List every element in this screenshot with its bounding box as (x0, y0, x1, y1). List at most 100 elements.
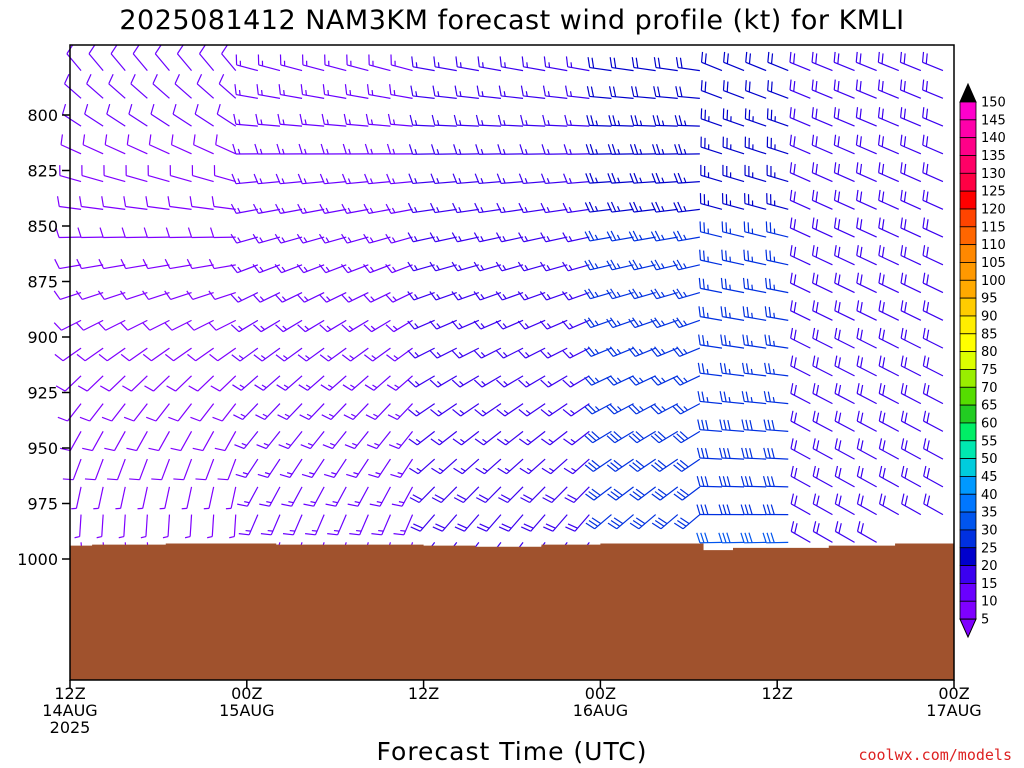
wind-barb (238, 514, 259, 536)
wind-barb (628, 288, 656, 300)
wind-barb (789, 51, 811, 72)
wind-barb (520, 486, 546, 504)
wind-barb (429, 232, 457, 243)
wind-barb (834, 521, 855, 543)
wind-barb (341, 203, 369, 214)
wind-barb (106, 103, 126, 127)
wind-barb (195, 458, 215, 481)
wind-barb (341, 319, 369, 333)
x-tick-label: 00Z (585, 684, 616, 703)
colorbar-label: 100 (981, 274, 1006, 289)
wind-barb (922, 300, 944, 321)
colorbar-label: 65 (981, 399, 998, 414)
wind-barb (411, 56, 435, 72)
wind-barb (475, 486, 502, 504)
colorbar-label: 45 (981, 470, 998, 485)
wind-barb (232, 375, 259, 391)
wind-barb (327, 514, 347, 536)
wind-barb (84, 458, 104, 481)
wind-barb (561, 291, 590, 301)
colorbar-label: 140 (981, 131, 1006, 146)
wind-barb (565, 85, 590, 99)
wind-barb (672, 375, 701, 386)
wind-barb (900, 189, 922, 210)
wind-barb (215, 134, 236, 155)
wind-barb (196, 74, 215, 99)
credit-link[interactable]: coolwx.com/models (858, 746, 1012, 764)
wind-barb (212, 403, 237, 422)
wind-barb (790, 493, 811, 516)
wind-barb (97, 319, 126, 331)
wind-barb (540, 232, 568, 243)
wind-barb (495, 261, 524, 272)
wind-barb (256, 84, 281, 99)
wind-barb (833, 134, 855, 155)
wind-barb (297, 173, 325, 185)
wind-barb (81, 165, 104, 183)
wind-barb (126, 134, 148, 155)
wind-barb (740, 532, 767, 544)
wind-barb (923, 438, 944, 460)
colorbar-swatch (959, 404, 977, 424)
x-tick-label: 00Z (938, 684, 969, 703)
wind-barb (407, 232, 435, 243)
wind-barb (740, 476, 767, 488)
wind-barb (856, 272, 877, 294)
wind-barb (433, 56, 457, 72)
wind-barb (673, 172, 700, 184)
colorbar-label: 125 (981, 185, 1006, 200)
wind-barb (496, 173, 524, 185)
wind-barb (720, 334, 745, 349)
wind-barb (877, 134, 899, 155)
wind-barb (474, 403, 502, 417)
wind-barb (429, 261, 457, 272)
wind-barb (922, 107, 944, 127)
wind-barb (186, 319, 214, 331)
wind-barb (651, 514, 679, 530)
wind-barb (62, 458, 82, 481)
wind-barb (719, 447, 745, 460)
wind-barb (562, 232, 590, 243)
y-tick-label: 1000 (17, 550, 58, 569)
wind-barb (276, 375, 303, 391)
wind-barb (606, 375, 634, 386)
wind-barb (812, 272, 833, 294)
wind-barb (721, 249, 745, 266)
wind-barb (696, 504, 722, 516)
wind-barb (834, 383, 855, 405)
wind-barb (878, 245, 900, 266)
wind-barb (75, 319, 104, 331)
wind-barb (385, 203, 413, 214)
wind-barb (474, 173, 501, 185)
wind-barb (742, 334, 767, 349)
wind-barb (672, 430, 701, 444)
wind-barb (764, 362, 789, 377)
wind-barb (922, 355, 944, 377)
wind-barb (789, 79, 811, 99)
wind-barb (699, 249, 723, 266)
wind-barb (765, 277, 789, 294)
wind-barb (431, 114, 457, 127)
wind-barb (900, 383, 922, 405)
wind-barb (208, 290, 236, 301)
wind-barb (148, 134, 170, 155)
wind-barb (628, 230, 656, 242)
wind-barb (343, 403, 369, 421)
wind-barb (922, 134, 944, 155)
wind-barb (608, 115, 634, 127)
wind-barb (277, 403, 303, 421)
wind-barb (275, 173, 303, 185)
wind-barb (900, 217, 922, 238)
wind-barb (700, 164, 723, 183)
wind-barb (650, 259, 678, 271)
wind-barb (899, 107, 922, 127)
wind-barb (409, 114, 435, 127)
wind-barb (790, 327, 811, 349)
colorbar-label: 55 (981, 434, 998, 449)
wind-barb (234, 430, 259, 450)
wind-barb (303, 486, 325, 507)
wind-barb (811, 189, 833, 210)
wind-barb (650, 403, 679, 415)
